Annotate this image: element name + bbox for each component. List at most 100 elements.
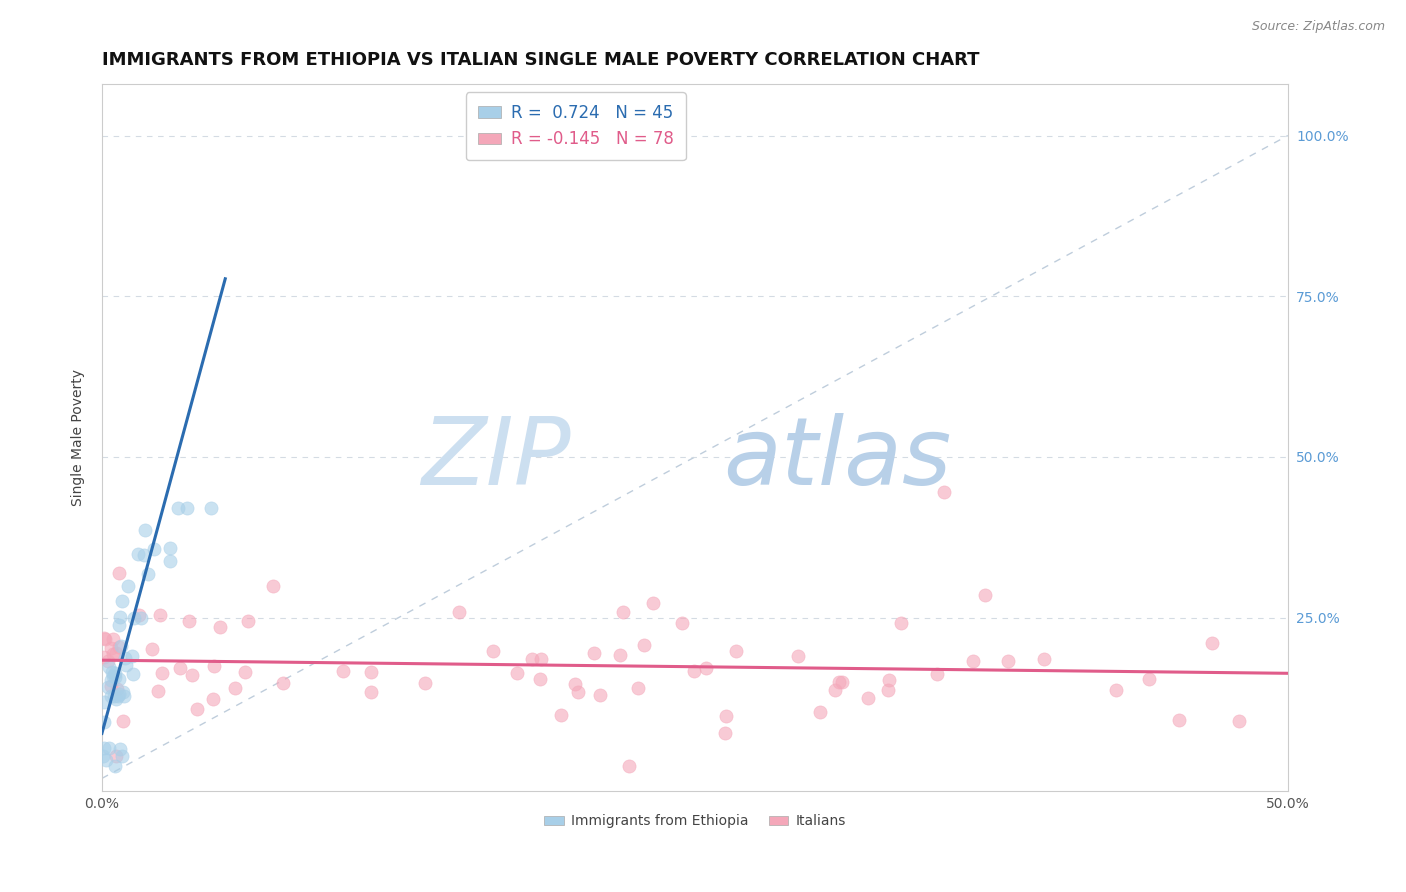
- Point: [101, 647, 124, 661]
- Point: [619, 758, 641, 772]
- Point: [108, 687, 131, 701]
- Text: atlas: atlas: [723, 413, 952, 504]
- Point: [962, 654, 984, 668]
- Point: [413, 676, 436, 690]
- Point: [332, 664, 354, 678]
- Point: [447, 606, 470, 620]
- Point: [93, 741, 115, 756]
- Point: [633, 638, 655, 652]
- Point: [105, 681, 128, 696]
- Point: [93, 695, 115, 709]
- Point: [974, 588, 997, 602]
- Point: [201, 691, 224, 706]
- Point: [108, 617, 131, 632]
- Point: [263, 579, 285, 593]
- Point: [111, 749, 134, 764]
- Legend: Immigrants from Ethiopia, Italians: Immigrants from Ethiopia, Italians: [538, 809, 851, 834]
- Point: [128, 547, 150, 561]
- Point: [122, 666, 145, 681]
- Point: [108, 640, 131, 655]
- Text: Source: ZipAtlas.com: Source: ZipAtlas.com: [1251, 20, 1385, 33]
- Point: [186, 702, 208, 716]
- Point: [932, 485, 955, 500]
- Point: [101, 668, 124, 682]
- Point: [112, 689, 135, 703]
- Point: [159, 553, 181, 567]
- Point: [787, 649, 810, 664]
- Point: [506, 666, 529, 681]
- Point: [122, 611, 145, 625]
- Point: [824, 683, 846, 698]
- Point: [98, 741, 121, 756]
- Point: [104, 670, 127, 684]
- Point: [360, 685, 382, 699]
- Point: [141, 642, 163, 657]
- Point: [671, 615, 693, 630]
- Point: [209, 620, 232, 634]
- Point: [1137, 673, 1160, 687]
- Point: [128, 608, 150, 623]
- Point: [97, 681, 120, 695]
- Point: [100, 689, 122, 703]
- Point: [529, 672, 551, 686]
- Point: [100, 665, 122, 679]
- Point: [114, 651, 136, 665]
- Point: [121, 649, 143, 664]
- Point: [609, 648, 631, 662]
- Point: [100, 640, 122, 655]
- Point: [131, 610, 153, 624]
- Text: ZIP: ZIP: [420, 413, 571, 504]
- Point: [150, 666, 173, 681]
- Point: [520, 651, 543, 665]
- Point: [236, 615, 259, 629]
- Point: [695, 661, 717, 675]
- Point: [177, 615, 200, 629]
- Point: [108, 566, 131, 581]
- Point: [142, 541, 165, 556]
- Point: [856, 691, 879, 706]
- Point: [94, 754, 117, 768]
- Point: [204, 658, 226, 673]
- Point: [714, 709, 737, 723]
- Point: [108, 672, 131, 686]
- Text: IMMIGRANTS FROM ETHIOPIA VS ITALIAN SINGLE MALE POVERTY CORRELATION CHART: IMMIGRANTS FROM ETHIOPIA VS ITALIAN SING…: [101, 51, 980, 69]
- Point: [997, 654, 1019, 668]
- Point: [111, 685, 134, 699]
- Point: [93, 632, 115, 646]
- Point: [877, 673, 900, 688]
- Point: [101, 632, 124, 646]
- Point: [530, 652, 553, 666]
- Point: [110, 609, 132, 624]
- Point: [1201, 636, 1223, 650]
- Point: [1227, 714, 1250, 728]
- Point: [108, 742, 131, 756]
- Point: [91, 749, 114, 764]
- Point: [176, 501, 198, 516]
- Point: [93, 631, 115, 645]
- Point: [104, 692, 127, 706]
- Point: [159, 541, 181, 555]
- Point: [808, 705, 831, 719]
- Point: [146, 684, 169, 698]
- Point: [612, 605, 634, 619]
- Point: [96, 654, 118, 668]
- Point: [112, 714, 135, 729]
- Point: [724, 644, 747, 658]
- Point: [103, 689, 125, 703]
- Point: [360, 665, 382, 679]
- Point: [107, 689, 129, 703]
- Point: [110, 639, 132, 653]
- Point: [100, 679, 122, 693]
- Point: [167, 501, 190, 516]
- Point: [115, 657, 138, 672]
- Point: [273, 676, 295, 690]
- Point: [104, 758, 127, 772]
- Point: [925, 667, 948, 681]
- Point: [643, 596, 665, 610]
- Point: [233, 665, 256, 679]
- Point: [890, 616, 912, 631]
- Point: [93, 714, 115, 729]
- Point: [877, 683, 900, 698]
- Point: [134, 524, 156, 538]
- Point: [97, 660, 120, 674]
